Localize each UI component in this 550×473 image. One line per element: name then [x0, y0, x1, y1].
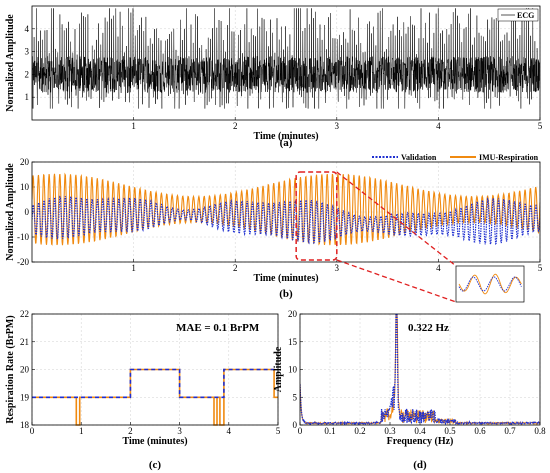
x-tick-label: 0.2	[354, 426, 365, 436]
y-tick-label: 18	[20, 420, 30, 430]
x-axis-label: Time (minutes)	[122, 436, 187, 447]
x-tick-label: 1	[79, 426, 84, 436]
legend: ECG	[497, 8, 539, 22]
y-tick-label: 5	[293, 392, 298, 402]
inset-validation-line	[458, 276, 522, 292]
zoom-inset	[455, 265, 525, 303]
x-tick-label: 0.5	[444, 426, 456, 436]
y-tick-label: 10	[288, 365, 298, 375]
x-tick-label: 1	[131, 121, 136, 131]
zoom-connector-line	[336, 259, 457, 303]
y-axis-label: Amplitude	[273, 346, 284, 392]
y-axis-label: Normalized Amplitude	[5, 163, 16, 261]
legend-label-validation: Validation	[401, 153, 437, 162]
panel-label-c: (c)	[149, 459, 162, 471]
y-tick-label: 0	[25, 207, 30, 217]
x-tick-label: 3	[335, 263, 340, 273]
y-tick-label: 4	[25, 24, 30, 34]
x-tick-label: 0.3	[384, 426, 396, 436]
x-tick-label: 1	[131, 263, 136, 273]
x-axis-label: Time (minutes)	[253, 273, 318, 284]
y-tick-label: 10	[20, 182, 30, 192]
y-tick-label: 20	[20, 365, 30, 375]
y-tick-label: -10	[17, 232, 29, 242]
panel-c: 0 1 2 3 4 5 18 19 20 21 22 Time (minutes) Respiratio…	[5, 309, 281, 471]
y-tick-label: 1	[25, 92, 30, 102]
legend: Validation IMU-Respiration	[372, 153, 539, 162]
y-tick-label: 0	[293, 420, 298, 430]
y-tick-label: 3	[25, 47, 30, 57]
plot-frame	[31, 313, 279, 426]
peak-annotation: 0.322 Hz	[408, 322, 449, 334]
panel-d: 0 0.1 0.2 0.3 0.4 0.5 0.6 0.7 0.8 0 5 10 15 20 Frequen…	[273, 309, 546, 471]
y-tick-label: 15	[288, 337, 298, 347]
y-tick-label: 2	[25, 69, 30, 79]
legend-label-imu: IMU-Respiration	[479, 153, 539, 162]
y-tick-label: -20	[17, 257, 29, 267]
panel-label-d: (d)	[413, 459, 427, 471]
x-axis-label: Time (minutes)	[253, 131, 318, 142]
y-axis-label: Respiration Rate (BrPM)	[5, 315, 16, 423]
y-tick-label: 19	[20, 392, 30, 402]
y-tick-label: 20	[288, 309, 298, 319]
x-tick-label: 0.4	[414, 426, 426, 436]
x-tick-label: 4	[227, 426, 232, 436]
validation-line	[32, 195, 540, 247]
plot-frame	[31, 5, 541, 121]
x-tick-label: 2	[128, 426, 133, 436]
legend-box	[497, 8, 539, 22]
legend-label-ecg: ECG	[517, 11, 534, 20]
panel-label-b: (b)	[279, 288, 293, 300]
validation-spectrum-line	[300, 314, 540, 425]
x-tick-label: 0.7	[504, 426, 516, 436]
panel-label-a: (a)	[280, 137, 293, 149]
x-tick-label: 0.8	[534, 426, 546, 436]
x-tick-label: 0.1	[324, 426, 335, 436]
x-tick-label: 5	[538, 121, 543, 131]
y-tick-label: 20	[20, 157, 30, 167]
y-tick-label: 21	[20, 337, 29, 347]
x-tick-label: 0.6	[474, 426, 486, 436]
x-tick-label: 0	[30, 426, 35, 436]
validation-rate-line	[32, 368, 278, 399]
zoom-connector-line	[336, 171, 457, 267]
plot-frame	[299, 313, 541, 426]
zoom-window-box	[295, 171, 338, 261]
x-tick-label: 2	[233, 121, 238, 131]
y-tick-label: 22	[20, 309, 29, 319]
x-tick-label: 3	[335, 121, 340, 131]
mae-annotation: MAE = 0.1 BrPM	[176, 322, 260, 334]
panel-b: 1 2 3 4 5 -20 -10 0 10 20 Time (minutes) Normalized…	[5, 153, 543, 303]
ecg-series-line	[32, 8, 540, 109]
x-tick-label: 4	[436, 263, 441, 273]
x-tick-label: 2	[233, 263, 238, 273]
y-axis-label: Normalized Amplitude	[5, 14, 16, 112]
plot-frame	[31, 161, 541, 263]
x-tick-label: 0	[298, 426, 303, 436]
x-tick-label: 3	[177, 426, 182, 436]
x-tick-label: 5	[276, 426, 281, 436]
x-tick-label: 4	[436, 121, 441, 131]
x-axis-label: Frequency (Hz)	[387, 436, 454, 447]
panel-a: 1 2 3 4 5 1 2 3 4 Time (minutes) Normalized Amplit…	[5, 5, 543, 149]
inset-imu-line	[458, 273, 522, 295]
x-tick-label: 5	[538, 263, 543, 273]
